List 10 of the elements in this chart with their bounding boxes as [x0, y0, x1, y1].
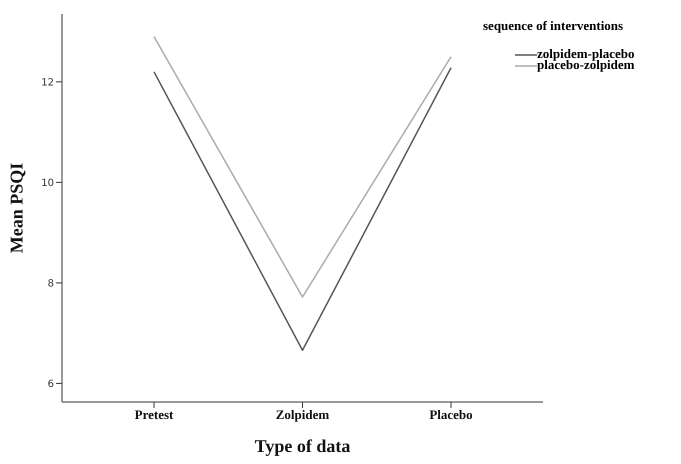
legend-title: sequence of interventions: [483, 18, 624, 34]
y-tick-label: 12: [41, 77, 54, 88]
x-tick-label: Placebo: [429, 407, 473, 422]
x-tick-label: Zolpidem: [276, 407, 330, 422]
y-tick-label: 6: [48, 378, 54, 390]
y-axis-title: Mean PSQI: [6, 162, 26, 254]
y-tick-label: 8: [48, 278, 54, 290]
x-axis-title: Type of data: [254, 436, 350, 456]
x-tick-label: Pretest: [134, 407, 174, 422]
y-tick-label: 10: [41, 178, 54, 189]
